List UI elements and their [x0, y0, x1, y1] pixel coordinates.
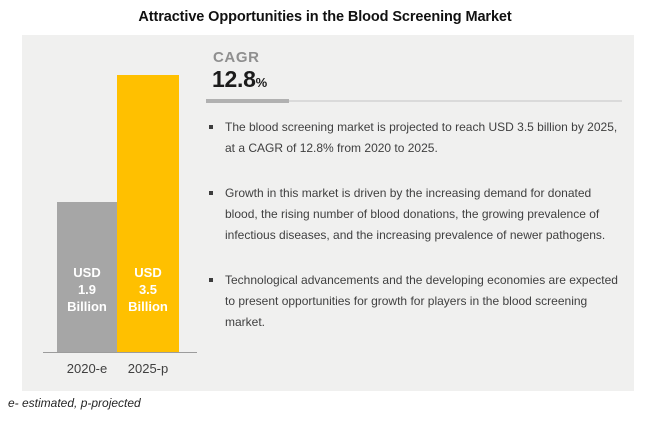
- page-title: Attractive Opportunities in the Blood Sc…: [138, 9, 512, 25]
- cagr-number: 12.8: [212, 66, 256, 92]
- bar-2020-e: [57, 202, 117, 352]
- cagr-value: 12.8%: [212, 66, 267, 93]
- list-item: Technological advancements and the devel…: [206, 270, 630, 333]
- bar-value-line: Billion: [67, 299, 107, 314]
- divider-accent-segment: [206, 99, 289, 103]
- bar-value-line: USD: [134, 265, 162, 280]
- divider-line: [206, 100, 622, 102]
- bullet-text: Technological advancements and the devel…: [225, 273, 618, 329]
- bar-value-line: USD: [73, 265, 101, 280]
- bullet-text: The blood screening market is projected …: [225, 120, 618, 155]
- x-axis-label-2025-p: 2025-p: [127, 361, 169, 376]
- key-points-list: The blood screening market is projected …: [206, 117, 630, 357]
- cagr-percent-sign: %: [255, 75, 268, 90]
- footnote: e- estimated, p-projected: [8, 396, 141, 410]
- list-item: Growth in this market is driven by the i…: [206, 183, 630, 246]
- x-axis-line: [43, 352, 197, 353]
- list-item: The blood screening market is projected …: [206, 117, 630, 159]
- square-bullet-icon: [209, 191, 213, 195]
- bar-value-line: Billion: [128, 299, 168, 314]
- square-bullet-icon: [209, 125, 213, 129]
- bar-value-line: 1.9: [77, 282, 97, 297]
- bar-value-label-2020: USD 1.9 Billion: [57, 264, 117, 315]
- x-axis-label-2020-e: 2020-e: [66, 361, 108, 376]
- cagr-label: CAGR: [213, 49, 260, 66]
- bar-value-label-2025: USD 3.5 Billion: [117, 264, 179, 315]
- bar-2025-p: [117, 75, 179, 352]
- bar-value-line: 3.5: [138, 282, 158, 297]
- square-bullet-icon: [209, 278, 213, 282]
- chart-panel: USD 1.9 Billion USD 3.5 Billion 2020-e 2…: [22, 35, 634, 391]
- bullet-text: Growth in this market is driven by the i…: [225, 186, 606, 242]
